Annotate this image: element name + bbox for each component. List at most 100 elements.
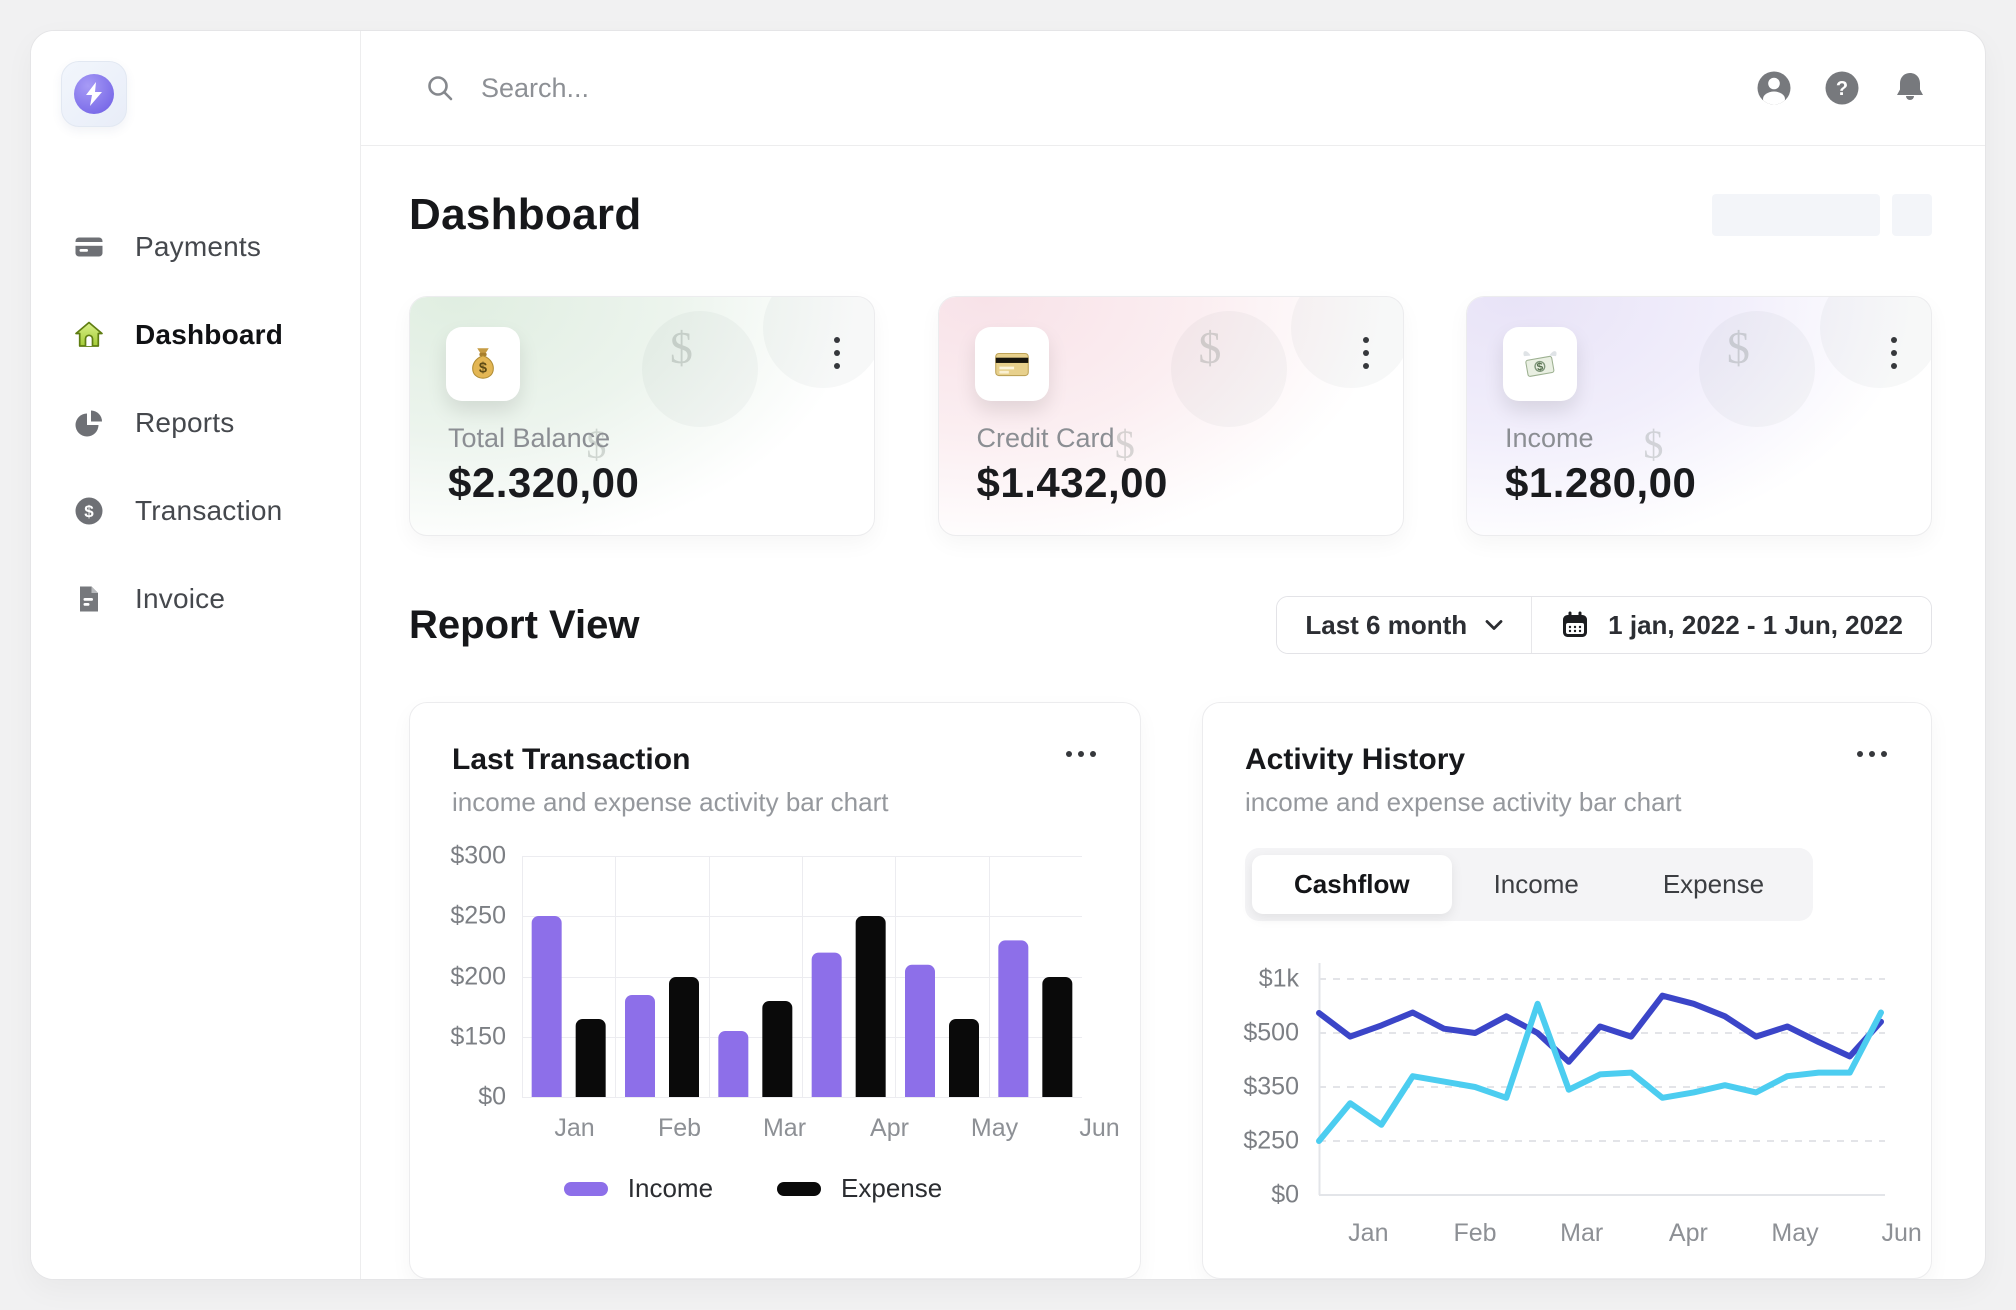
stat-card-credit-card: $ $ Credit Card $1.432,00 <box>937 296 1404 536</box>
skeleton-placeholder <box>1892 194 1932 236</box>
x-axis-label: Mar <box>762 1114 807 1142</box>
search-input[interactable] <box>481 72 1081 104</box>
range-select-label: Last 6 month <box>1305 609 1468 640</box>
dashboard-icon <box>73 319 105 351</box>
stat-cards-row: $ $ $ Total Balance $2.320,00 $ $ Credit Card $1… <box>409 296 1932 536</box>
decor-blob <box>1699 311 1815 427</box>
y-axis-label: $250 <box>1243 1126 1299 1155</box>
x-axis-label: Mar <box>1560 1219 1604 1247</box>
section-title: Report View <box>409 602 640 647</box>
chevron-down-icon <box>1485 620 1503 630</box>
last-transaction-card: Last Transaction income and expense acti… <box>409 702 1141 1279</box>
y-axis-label: $0 <box>1271 1180 1299 1209</box>
range-select[interactable]: Last 6 month <box>1277 597 1532 653</box>
sidebar-item-dashboard[interactable]: Dashboard <box>31 291 360 379</box>
page-title: Dashboard <box>409 190 642 239</box>
sidebar-item-label: Invoice <box>135 583 226 614</box>
flying-money-icon: $ <box>1503 327 1577 401</box>
activity-history-card: Activity History income and expense acti… <box>1202 702 1932 1279</box>
tab-cashflow[interactable]: Cashflow <box>1252 855 1452 914</box>
sidebar-item-reports[interactable]: Reports <box>31 379 360 467</box>
notifications-icon[interactable] <box>1891 69 1929 107</box>
decor-blob <box>1171 311 1287 427</box>
stat-card-total-balance: $ $ $ Total Balance $2.320,00 <box>409 296 875 536</box>
x-axis-label: Jan <box>554 1114 595 1142</box>
bar-chart-legend: Income Expense <box>452 1173 1098 1204</box>
svg-text:$: $ <box>479 360 487 376</box>
stat-card-label: Total Balance <box>448 423 611 453</box>
app-logo[interactable] <box>61 61 127 127</box>
line-chart-subtitle: income and expense activity bar chart <box>1245 787 1682 817</box>
x-axis-label: Apr <box>1668 1219 1708 1247</box>
filters-divider <box>1531 597 1533 653</box>
x-axis-label: Jun <box>1881 1219 1922 1247</box>
dollar-watermark: $ <box>1198 321 1222 373</box>
x-axis-label: Feb <box>657 1114 702 1142</box>
stat-card-label: Income <box>1505 423 1594 453</box>
skeleton-placeholders <box>1712 194 1932 236</box>
bar-chart-y-axis: $0 $150 $200 $250 $300 <box>450 842 522 1111</box>
sidebar-item-label: Payments <box>135 231 262 262</box>
date-range-label: 1 jan, 2022 - 1 Jun, 2022 <box>1608 609 1903 640</box>
card-menu-button[interactable] <box>1855 743 1889 765</box>
tab-expense[interactable]: Expense <box>1621 855 1806 914</box>
y-axis-label: $250 <box>450 901 506 930</box>
y-axis-label: $1k <box>1258 964 1299 993</box>
x-axis-label: May <box>970 1114 1019 1142</box>
stat-card-value: $1.432,00 <box>976 459 1168 506</box>
bar-chart-subtitle: income and expense activity bar chart <box>452 787 889 817</box>
topbar: ? <box>361 31 1985 146</box>
dollar-watermark: $ <box>1643 421 1664 467</box>
help-icon[interactable]: ? <box>1823 69 1861 107</box>
y-axis-label: $0 <box>478 1082 506 1111</box>
transaction-icon: $ <box>73 495 105 527</box>
lightning-icon <box>74 74 114 114</box>
activity-tabs: Cashflow Income Expense <box>1245 848 1814 921</box>
x-axis-label: Feb <box>1453 1219 1497 1247</box>
app-window: Payments Dashboard Reports $ Transaction Invo… <box>30 30 1986 1280</box>
line-chart-title: Activity History <box>1245 743 1466 776</box>
search-icon <box>421 69 459 107</box>
line-chart-y-axis: $0 $250 $350 $500 $1k <box>1243 945 1315 1209</box>
card-menu-button[interactable] <box>1885 331 1903 375</box>
dollar-watermark: $ <box>1726 321 1750 373</box>
y-axis-label: $500 <box>1243 1018 1299 1047</box>
stat-card-value: $2.320,00 <box>448 459 640 506</box>
legend-label: Income <box>627 1173 714 1203</box>
card-menu-button[interactable] <box>1064 743 1098 765</box>
svg-text:?: ? <box>1836 78 1848 100</box>
sidebar-item-label: Reports <box>135 407 235 438</box>
svg-text:$: $ <box>84 502 94 521</box>
card-menu-button[interactable] <box>1357 331 1375 375</box>
legend-swatch <box>777 1181 822 1196</box>
calendar-icon <box>1563 611 1588 637</box>
dollar-watermark: $ <box>586 421 607 467</box>
x-axis-label: May <box>1771 1219 1819 1247</box>
payments-icon <box>73 231 105 263</box>
stat-card-label: Credit Card <box>976 423 1115 453</box>
sidebar-item-payments[interactable]: Payments <box>31 203 360 291</box>
decor-blob <box>642 311 758 427</box>
content: Dashboard $ $ $ Total Balance $2.320,00 $ $ Cre… <box>361 190 1985 1279</box>
sidebar-nav: Payments Dashboard Reports $ Transaction Invo… <box>31 203 360 643</box>
sidebar-item-transaction[interactable]: $ Transaction <box>31 467 360 555</box>
profile-icon[interactable] <box>1755 69 1793 107</box>
filters: Last 6 month 1 jan, 2022 <box>1276 596 1932 654</box>
main-area: ? Dashboard $$$Total Balance$2.320,00$$C… <box>361 31 1985 1279</box>
stat-card-value: $1.280,00 <box>1505 459 1697 506</box>
dollar-watermark: $ <box>669 321 693 373</box>
sidebar-item-invoice[interactable]: Invoice <box>31 555 360 643</box>
credit-card-icon <box>974 327 1049 401</box>
date-range-picker[interactable]: 1 jan, 2022 - 1 Jun, 2022 <box>1532 597 1931 653</box>
money-bag-icon: $ <box>446 327 520 401</box>
line-chart-x-axis: Jan Feb Mar Apr May Jun <box>1315 1219 1955 1248</box>
svg-text:$: $ <box>1536 361 1544 374</box>
skeleton-placeholder <box>1712 194 1880 236</box>
invoice-icon <box>73 583 105 615</box>
y-axis-label: $150 <box>450 1022 506 1051</box>
sidebar-item-label: Dashboard <box>135 319 284 350</box>
card-menu-button[interactable] <box>828 331 846 375</box>
line-chart-plot <box>1316 963 1885 1196</box>
y-axis-label: $350 <box>1243 1072 1299 1101</box>
tab-income[interactable]: Income <box>1452 855 1621 914</box>
